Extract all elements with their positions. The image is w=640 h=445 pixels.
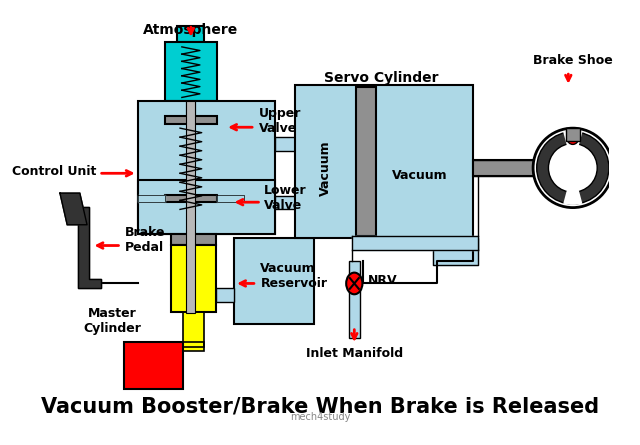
Bar: [171, 245, 216, 312]
Polygon shape: [351, 236, 478, 250]
Bar: [186, 101, 195, 313]
Bar: [138, 180, 275, 234]
Text: Vacuum
Reservoir: Vacuum Reservoir: [260, 262, 328, 290]
Wedge shape: [563, 168, 582, 205]
Bar: [171, 234, 216, 245]
Bar: [474, 160, 555, 176]
Bar: [164, 117, 217, 124]
Text: Upper
Valve: Upper Valve: [259, 107, 301, 135]
Polygon shape: [69, 206, 100, 288]
Polygon shape: [138, 195, 164, 202]
Text: Control Unit: Control Unit: [12, 165, 96, 178]
Circle shape: [568, 134, 578, 144]
Text: mech4study: mech4study: [290, 412, 350, 421]
Polygon shape: [60, 193, 87, 225]
Bar: [138, 342, 204, 351]
Bar: [356, 87, 376, 236]
Bar: [216, 288, 234, 302]
Bar: [546, 155, 555, 181]
Bar: [275, 137, 294, 151]
Bar: [183, 312, 204, 347]
Polygon shape: [433, 239, 478, 265]
Text: Lower
Valve: Lower Valve: [264, 184, 307, 212]
Text: Brake Shoe: Brake Shoe: [533, 54, 612, 67]
Circle shape: [533, 128, 612, 208]
Bar: [177, 26, 204, 42]
Bar: [171, 245, 216, 312]
Circle shape: [537, 132, 609, 204]
Bar: [349, 261, 360, 338]
Wedge shape: [563, 131, 582, 168]
Bar: [186, 101, 195, 117]
Circle shape: [548, 143, 597, 192]
Polygon shape: [217, 195, 244, 202]
Bar: [164, 195, 217, 202]
Ellipse shape: [346, 273, 362, 294]
Bar: [138, 101, 275, 234]
Text: Master
Cylinder: Master Cylinder: [83, 307, 141, 336]
Bar: [183, 312, 204, 347]
Bar: [164, 42, 217, 101]
Text: Servo Cylinder: Servo Cylinder: [324, 71, 438, 85]
Bar: [275, 196, 294, 210]
Bar: [138, 342, 204, 351]
Text: NRV: NRV: [368, 274, 397, 287]
Bar: [294, 85, 474, 239]
Bar: [124, 342, 183, 389]
Text: Vacuum Booster/Brake When Brake is Released: Vacuum Booster/Brake When Brake is Relea…: [41, 396, 599, 417]
Text: Brake
Pedal: Brake Pedal: [125, 226, 166, 254]
Text: Vacuum: Vacuum: [392, 169, 447, 182]
Bar: [566, 128, 580, 141]
Bar: [234, 239, 314, 324]
Text: Vacuum: Vacuum: [319, 140, 332, 196]
Text: Atmosphere: Atmosphere: [143, 24, 239, 37]
Text: Inlet Manifold: Inlet Manifold: [306, 347, 403, 360]
